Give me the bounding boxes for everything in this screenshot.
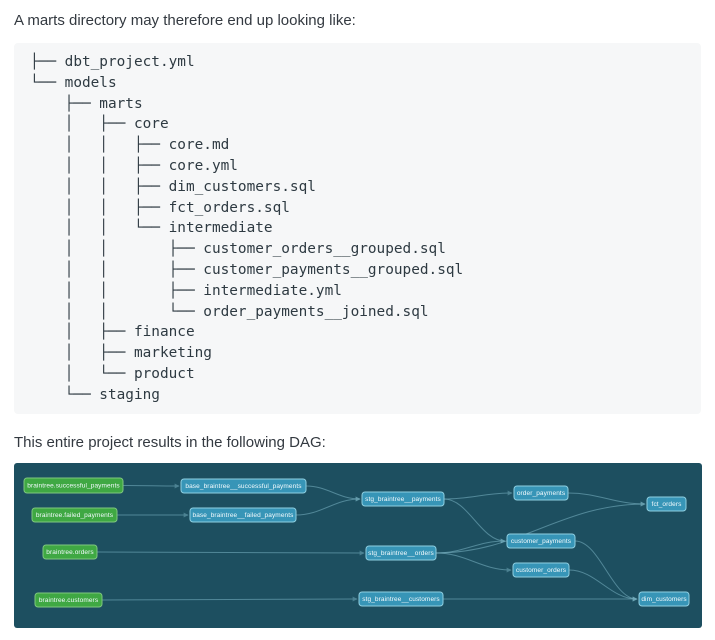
directory-tree-code-block: ├── dbt_project.yml └── models ├── marts…	[14, 43, 701, 414]
dag-figure: braintree.successful_payments braintree.f…	[14, 463, 702, 628]
dag-node-braintree.failed_payments: braintree.failed_payments	[31, 507, 118, 523]
dag-node-label: stg_braintree__orders	[368, 550, 434, 557]
dag-node-label: braintree.failed_payments	[36, 512, 114, 519]
dag-edge-customer_payments-to-dim_customers	[574, 540, 638, 602]
dag-node-braintree.customers: braintree.customers	[34, 592, 103, 608]
dag-node-order_payments: order_payments	[513, 485, 569, 501]
dag-node-label: braintree.orders	[46, 549, 94, 556]
dag-edge-order_payments-to-fct_orders	[567, 492, 646, 507]
dag-node-base_braintree__failed_payments: base_braintree__failed_payments	[189, 507, 297, 523]
dag-node-label: customer_payments	[511, 538, 572, 545]
dag-node-customer_payments: customer_payments	[506, 533, 576, 549]
directory-tree-text: ├── dbt_project.yml └── models ├── marts…	[30, 54, 464, 403]
dag-edge-stg_braintree__payments-to-order_payments	[443, 490, 513, 500]
dag-edge-stg_braintree__orders-to-customer_orders	[435, 552, 512, 573]
dag-edge-stg_braintree__orders-to-customer_payments	[435, 538, 506, 554]
dag-edge-base_braintree__successful_payments-to-stg_braintree__payments	[305, 485, 361, 502]
dag-node-label: fct_orders	[652, 501, 683, 508]
dag-node-label: stg_braintree__payments	[365, 496, 441, 503]
dag-edge-braintree.successful_payments-to-base_braintree__successful_payments	[122, 483, 180, 489]
dag-node-stg_braintree__payments: stg_braintree__payments	[361, 491, 445, 507]
dag-edge-customer_orders-to-dim_customers	[568, 569, 638, 602]
dag-edge-braintree.orders-to-stg_braintree__orders	[96, 550, 365, 556]
dag-node-fct_orders: fct_orders	[646, 496, 687, 512]
dag-node-base_braintree__successful_payments: base_braintree__successful_payments	[180, 478, 307, 494]
dag-paragraph: This entire project results in the follo…	[14, 434, 326, 451]
dag-edge-stg_braintree__payments-to-customer_payments	[443, 498, 506, 544]
dag-node-label: stg_braintree__customers	[362, 596, 440, 603]
dag-node-label: base_braintree__successful_payments	[185, 483, 302, 490]
dag-node-label: order_payments	[517, 490, 566, 497]
dag-node-stg_braintree__orders: stg_braintree__orders	[365, 545, 437, 561]
dag-node-label: braintree.successful_payments	[27, 483, 120, 490]
dag-node-customer_orders: customer_orders	[512, 562, 570, 578]
dag-edge-stg_braintree__orders-to-fct_orders	[435, 501, 646, 554]
dag-node-label: dim_customers	[641, 596, 687, 603]
dag-svg: braintree.successful_payments braintree.f…	[14, 463, 702, 628]
dag-node-label: braintree.customers	[39, 597, 99, 604]
dag-node-braintree.orders: braintree.orders	[42, 544, 98, 560]
dag-node-label: customer_orders	[516, 567, 567, 574]
intro-paragraph: A marts directory may therefore end up l…	[14, 12, 356, 29]
content: A marts directory may therefore end up l…	[14, 11, 702, 628]
dag-node-dim_customers: dim_customers	[638, 591, 690, 607]
dag-edge-base_braintree__failed_payments-to-stg_braintree__payments	[295, 496, 361, 516]
dag-edge-braintree.customers-to-stg_braintree__customers	[101, 596, 358, 602]
dag-node-stg_braintree__customers: stg_braintree__customers	[358, 591, 444, 607]
dag-node-braintree.successful_payments: braintree.successful_payments	[23, 477, 124, 494]
dag-node-label: base_braintree__failed_payments	[192, 512, 294, 519]
